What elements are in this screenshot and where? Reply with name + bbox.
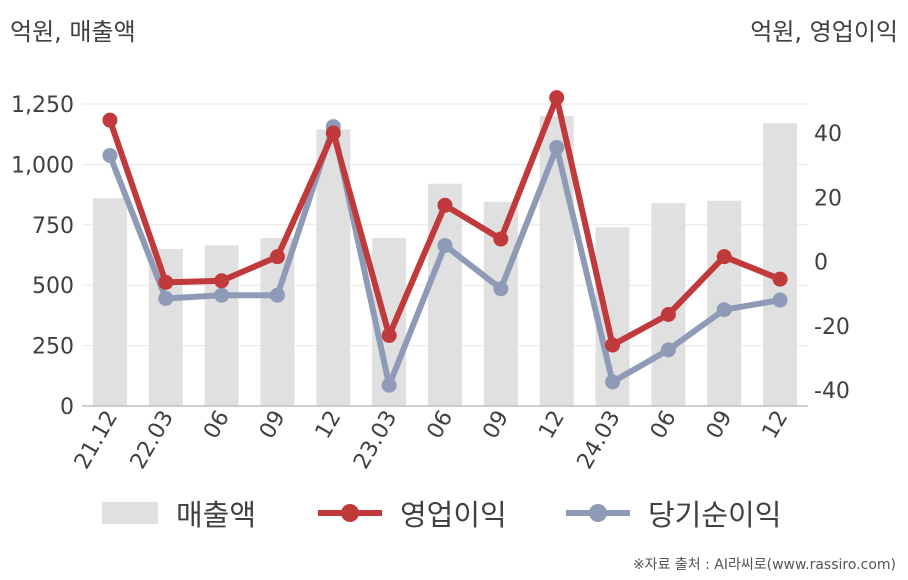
- y-left-tick-label: 1,250: [11, 93, 74, 118]
- point-net-income: [493, 281, 509, 297]
- x-tick-label: 12: [758, 407, 794, 444]
- x-tick-label: 21.12: [70, 407, 123, 474]
- bar-revenue: [92, 198, 127, 406]
- y-left-tick-label: 500: [32, 274, 74, 299]
- x-tick-label: 12: [311, 407, 347, 444]
- x-tick-label: 09: [478, 407, 514, 444]
- bar-revenue: [763, 123, 798, 406]
- point-operating-profit: [381, 327, 397, 343]
- point-net-income: [381, 377, 397, 393]
- legend: 매출액 영업이익 당기순이익: [0, 488, 908, 538]
- point-operating-profit: [772, 271, 788, 287]
- point-operating-profit: [325, 125, 341, 141]
- y-right-tick-label: -40: [814, 379, 850, 404]
- combo-chart: 0 250 500 750 1,000 1,250 -40 -20 0 20 40 21.12 22.0…: [11, 90, 850, 474]
- x-tick-label: 23.03: [349, 407, 402, 474]
- point-operating-profit: [158, 274, 174, 290]
- point-operating-profit: [214, 273, 230, 289]
- y-right-tick-label: 20: [814, 186, 842, 211]
- legend-swatch-operating-profit: [318, 502, 382, 524]
- point-net-income: [660, 342, 676, 358]
- x-tick-label: 06: [423, 407, 459, 444]
- point-operating-profit: [102, 112, 118, 128]
- x-tick-label: 24.03: [573, 407, 626, 474]
- x-tick-label: 09: [702, 407, 738, 444]
- point-net-income: [772, 292, 788, 308]
- legend-item-revenue: 매출액: [102, 488, 256, 538]
- y-left-tick-label: 1,000: [11, 153, 74, 178]
- point-operating-profit: [437, 197, 453, 213]
- point-operating-profit: [605, 337, 621, 353]
- x-tick-label: 12: [534, 407, 570, 444]
- point-net-income: [214, 287, 230, 303]
- y-left-tick-label: 0: [60, 395, 74, 420]
- legend-swatch-revenue: [102, 502, 158, 524]
- point-net-income: [269, 287, 285, 303]
- point-net-income: [437, 237, 453, 253]
- bar-revenue: [428, 183, 462, 406]
- bar-revenue: [539, 116, 574, 406]
- right-axis-unit: 억원, 영업이익: [750, 18, 898, 46]
- point-net-income: [158, 290, 174, 306]
- source-note: ※자료 출처 : AI라씨로(www.rassiro.com): [632, 557, 896, 573]
- point-operating-profit: [716, 249, 732, 265]
- y-right-tick-label: -20: [814, 315, 850, 340]
- point-net-income: [549, 139, 565, 155]
- bar-revenue: [204, 245, 239, 406]
- y-right-tick-label: 0: [814, 251, 828, 276]
- x-tick-label: 09: [255, 407, 291, 444]
- legend-label-operating-profit: 영업이익: [400, 498, 507, 532]
- y-right-tick-label: 40: [814, 122, 842, 147]
- y-left-tick-label: 750: [32, 214, 74, 239]
- x-tick-label: 22.03: [126, 407, 179, 474]
- x-tick-label: 06: [646, 407, 682, 444]
- left-axis-unit: 억원, 매출액: [10, 18, 136, 46]
- legend-label-revenue: 매출액: [176, 498, 257, 532]
- point-net-income: [102, 147, 118, 163]
- y-left-tick-label: 250: [32, 335, 74, 360]
- legend-label-net-income: 당기순이익: [648, 498, 782, 532]
- point-operating-profit: [660, 307, 676, 323]
- point-operating-profit: [549, 90, 565, 106]
- point-net-income: [605, 374, 621, 390]
- point-operating-profit: [269, 249, 285, 265]
- legend-item-operating-profit: 영업이익: [318, 488, 507, 538]
- x-tick-label: 06: [199, 407, 235, 444]
- point-net-income: [716, 302, 732, 318]
- legend-item-net-income: 당기순이익: [566, 488, 781, 538]
- legend-swatch-net-income: [566, 502, 630, 524]
- point-operating-profit: [493, 231, 509, 247]
